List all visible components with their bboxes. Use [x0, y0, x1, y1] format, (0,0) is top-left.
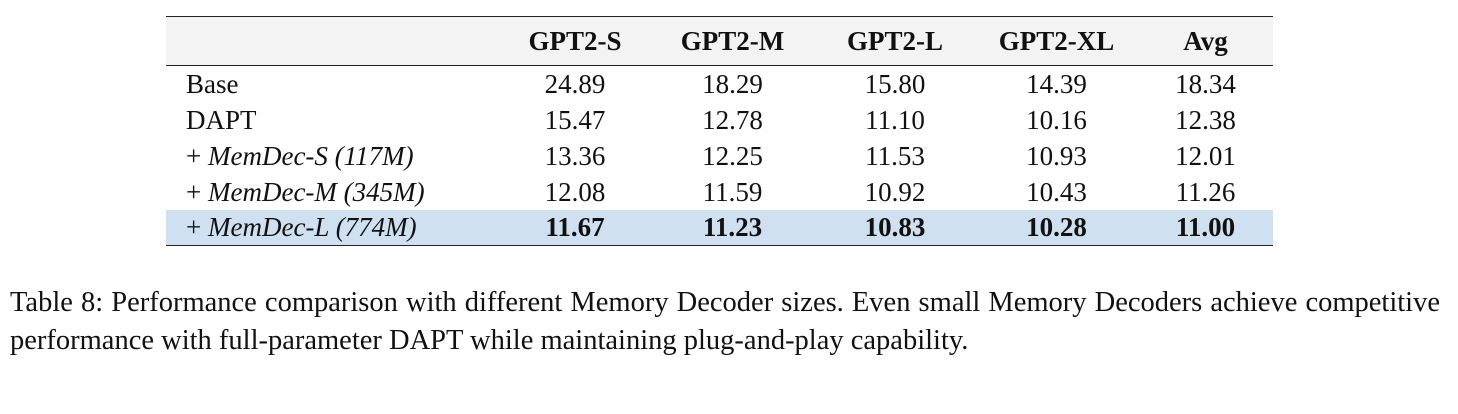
header-corner [166, 16, 500, 66]
method-name: Base [186, 69, 239, 99]
table-cell: 11.59 [702, 177, 763, 207]
table-cell: 12.25 [702, 141, 763, 171]
table-cell-best: 10.83 [815, 210, 975, 246]
table-row-memdec-s: + MemDec-S (117M) 13.36 12.25 11.53 10.9… [166, 138, 1273, 174]
table-cell-best: 10.28 [975, 210, 1138, 246]
table-cell: 10.16 [1026, 105, 1087, 135]
table-cell: 24.89 [544, 69, 606, 99]
table-cell: 14.39 [1026, 69, 1087, 99]
table-cell: 10.43 [1026, 177, 1087, 207]
results-table: GPT2-S GPT2-M GPT2-L GPT2-XL Avg Base 24… [166, 16, 1273, 246]
table-cell-best: 11.67 [500, 210, 650, 246]
row-label: DAPT [166, 102, 500, 138]
table-cell: 11.10 [865, 105, 925, 135]
table-cell: 12.08 [544, 177, 606, 207]
table-row-memdec-m: + MemDec-M (345M) 12.08 11.59 10.92 10.4… [166, 174, 1273, 210]
table-cell-best: 11.23 [650, 210, 815, 246]
header-gpt2-s: GPT2-S [500, 16, 650, 66]
table-cell: 15.47 [544, 105, 606, 135]
table-cell: 18.29 [702, 69, 763, 99]
table-header-row: GPT2-S GPT2-M GPT2-L GPT2-XL Avg [166, 16, 1273, 66]
table-cell: 10.93 [1026, 141, 1087, 171]
table-cell-best: 11.00 [1138, 210, 1273, 246]
method-name: MemDec-L (774M) [207, 212, 417, 242]
method-name: DAPT [186, 105, 257, 135]
method-name: MemDec-M (345M) [207, 177, 425, 207]
table-caption: Table 8: Performance comparison with dif… [10, 287, 1440, 356]
table-cell: 11.53 [865, 141, 925, 171]
method-name: MemDec-S (117M) [207, 141, 414, 171]
row-label: Base [166, 66, 500, 103]
table-cell: 11.26 [1175, 177, 1236, 207]
table-cell: 10.92 [864, 177, 926, 207]
header-gpt2-xl: GPT2-XL [975, 16, 1138, 66]
table-row-memdec-l: + MemDec-L (774M) 11.67 11.23 10.83 10.2… [166, 210, 1273, 246]
row-label: + MemDec-S (117M) [166, 138, 500, 174]
table-cell: 12.38 [1175, 105, 1236, 135]
row-label: + MemDec-M (345M) [166, 174, 500, 210]
table-cell: 15.80 [864, 69, 926, 99]
row-label: + MemDec-L (774M) [166, 210, 500, 246]
header-gpt2-l: GPT2-L [815, 16, 975, 66]
header-gpt2-m: GPT2-M [650, 16, 815, 66]
plus-prefix: + [186, 177, 208, 207]
table-row-base: Base 24.89 18.29 15.80 14.39 18.34 [166, 66, 1273, 103]
table-cell: 12.78 [702, 105, 763, 135]
plus-prefix: + [186, 212, 208, 242]
plus-prefix: + [186, 141, 208, 171]
table-cell: 12.01 [1175, 141, 1236, 171]
table-row-dapt: DAPT 15.47 12.78 11.10 10.16 12.38 [166, 102, 1273, 138]
header-avg: Avg [1138, 16, 1273, 66]
table-cell: 13.36 [544, 141, 606, 171]
table-cell: 18.34 [1175, 69, 1236, 99]
